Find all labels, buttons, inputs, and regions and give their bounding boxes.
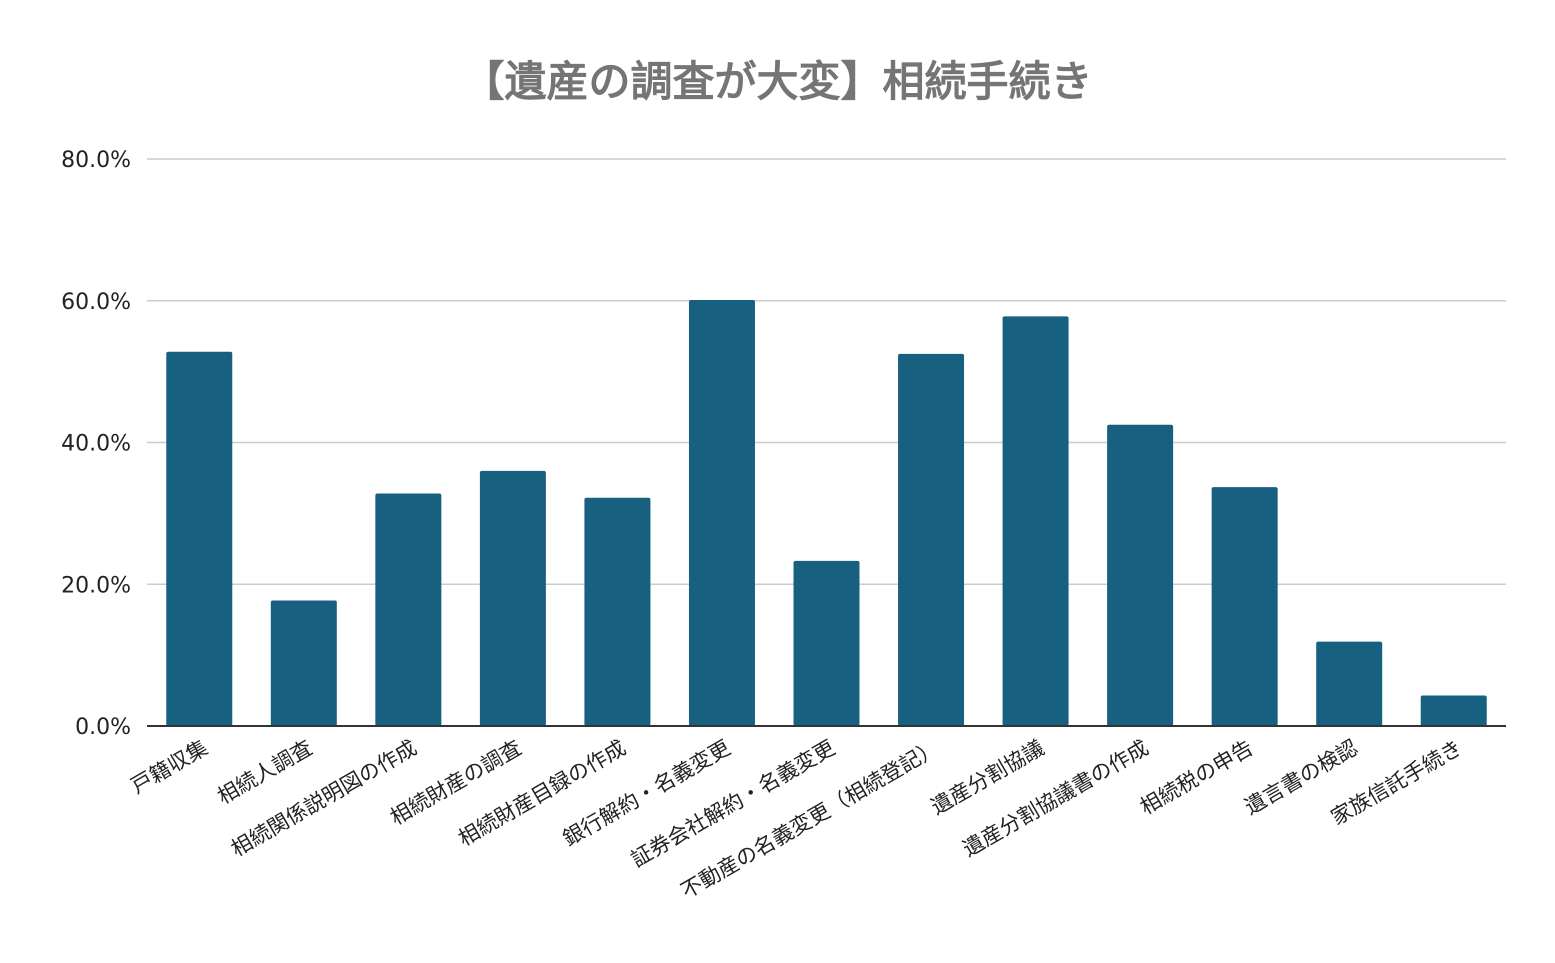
y-tick-label: 0.0%	[75, 715, 131, 740]
bars	[166, 300, 1487, 726]
x-tick-label: 遺産分割協議書の作成	[959, 736, 1153, 862]
chart-title: 【遺産の調査が大変】相続手続き	[462, 57, 1093, 106]
gridlines	[147, 158, 1506, 585]
bar	[1211, 487, 1278, 726]
bar	[584, 497, 651, 726]
bar	[375, 493, 442, 726]
bar	[793, 560, 860, 726]
bar	[898, 353, 965, 726]
x-tick-label: 相続税の申告	[1136, 736, 1257, 820]
y-tick-label: 20.0%	[61, 573, 131, 598]
bar	[1316, 641, 1383, 726]
bar	[688, 300, 755, 726]
y-tick-label: 60.0%	[61, 290, 131, 315]
y-tick-label: 40.0%	[61, 432, 131, 457]
x-axis-ticks: 戸籍収集 相続人調査相続関係説明図の作成相続財産の調査相続財産目録の作成銀行解約・…	[127, 736, 1466, 904]
bar	[1002, 316, 1069, 726]
x-tick-label: 戸籍収集	[127, 736, 212, 799]
bar	[166, 351, 233, 726]
x-tick-label: 相続関係説明図の作成	[227, 736, 421, 862]
x-tick-label: 銀行解約・名義変更	[559, 736, 735, 851]
y-tick-label: 80.0%	[61, 148, 131, 173]
bar	[270, 600, 337, 726]
bar	[1107, 424, 1174, 726]
bar	[1420, 695, 1487, 726]
x-tick-label: 相続財産目録の作成	[454, 736, 630, 851]
bar	[479, 470, 546, 726]
y-axis-ticks: 0.0% 20.0% 40.0% 60.0% 80.0%	[61, 148, 131, 740]
